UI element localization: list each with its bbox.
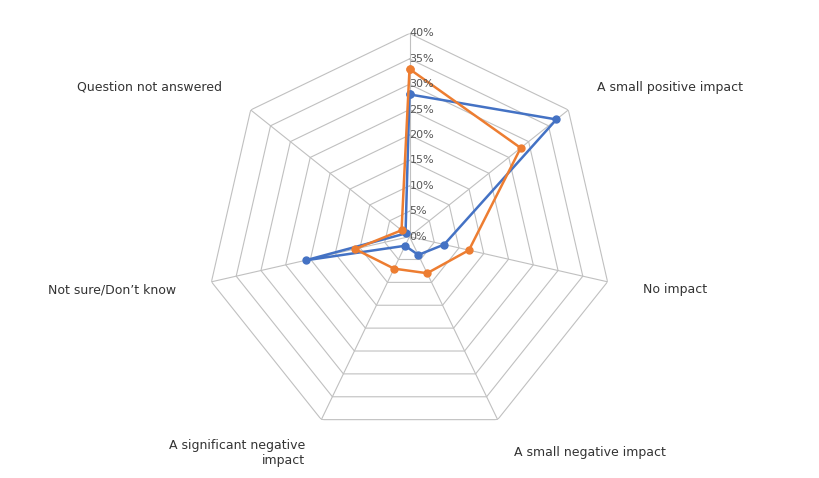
wave 2 — [405, 66, 414, 72]
Text: 15%: 15% — [410, 155, 434, 165]
Text: A small positive impact: A small positive impact — [597, 81, 743, 94]
wave 2 — [389, 266, 399, 272]
wave 2 — [396, 228, 406, 233]
wave 1 — [400, 243, 410, 249]
Text: 20%: 20% — [410, 130, 434, 140]
wave 1 — [405, 92, 414, 98]
Text: A small negative impact: A small negative impact — [514, 446, 665, 459]
Text: 0%: 0% — [410, 232, 428, 241]
Text: A significant negative
impact: A significant negative impact — [170, 439, 305, 467]
wave 2 — [405, 66, 414, 72]
wave 1 — [439, 242, 449, 248]
wave 2 — [516, 145, 526, 151]
Text: 35%: 35% — [410, 54, 434, 64]
Text: 40%: 40% — [410, 29, 434, 38]
wave 1 — [551, 117, 561, 122]
wave 2 — [350, 246, 360, 252]
Text: 30%: 30% — [410, 79, 434, 89]
Text: Question not answered: Question not answered — [77, 81, 222, 94]
wave 1 — [405, 92, 414, 98]
wave 2 — [423, 271, 432, 276]
wave 2 — [464, 247, 474, 253]
Line: wave 1: wave 1 — [302, 91, 560, 264]
Text: No impact: No impact — [643, 283, 708, 296]
wave 1 — [400, 230, 410, 236]
wave 1 — [301, 258, 310, 263]
Text: Not sure/Don’t know: Not sure/Don’t know — [48, 283, 176, 296]
Line: wave 2: wave 2 — [351, 65, 524, 277]
Text: 5%: 5% — [410, 206, 428, 216]
wave 1 — [414, 252, 423, 258]
Text: 10%: 10% — [410, 181, 434, 191]
Text: 25%: 25% — [410, 105, 434, 115]
